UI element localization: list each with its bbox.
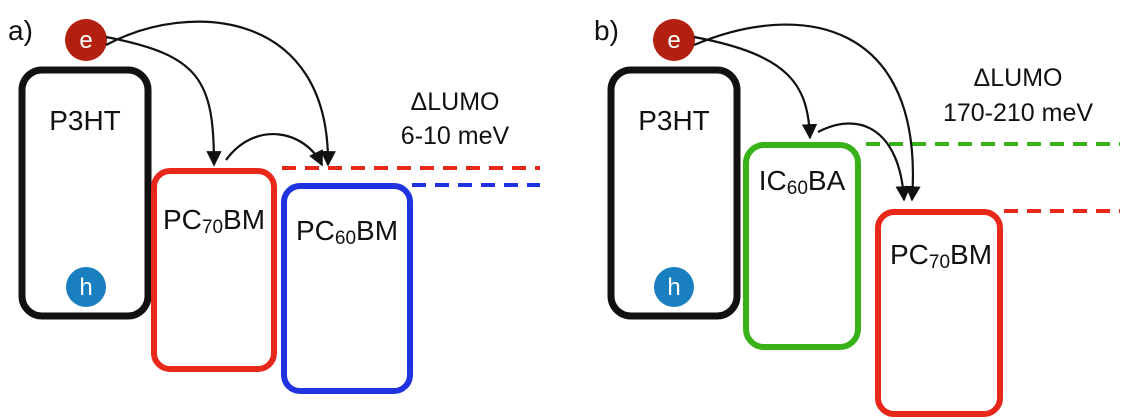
p3ht-label: P3HT [49,105,121,136]
electron-icon [653,19,695,61]
hole-label: h [667,274,680,301]
delta-lumo-value-b: 170-210 meV [943,99,1093,127]
hole-label: h [79,274,92,301]
ic60ba-box [743,142,861,350]
panel-a-label: a) [8,15,33,46]
pc70bm-box [151,168,277,372]
p3ht-box [607,66,741,320]
panel-b-label: b) [594,15,619,46]
arrow-e-to-pc60bm [105,20,336,167]
electron-label: e [79,27,92,54]
p3ht-box [18,66,152,320]
pc60bm-label: PC60BM [296,215,398,249]
electron-icon [65,19,107,61]
electron-label: e [667,27,680,54]
pc70bm-box [875,209,1003,417]
ic60ba-label: IC60BA [759,165,846,199]
hole-icon [654,267,694,307]
arrow-ic60ba-to-pc70bm [817,122,911,202]
arrow-pc70bm-to-pc60bm [225,133,323,167]
arrow-e-to-pc70bm [693,23,921,202]
delta-lumo-value-a: 6-10 meV [401,122,510,150]
p3ht-label: P3HT [638,105,710,136]
delta-lumo-title-a: ΔLUMO [411,88,500,116]
pc60bm-box [281,183,413,394]
panel-b: b) P3HT e h IC60BA PC70BM ΔLUMO 170-210 … [594,15,1120,417]
arrow-e-to-pc70bm [105,35,222,167]
panel-a: a) P3HT e h PC70BM PC60BM ΔLUMO 6-10 meV [8,15,540,394]
hole-icon [66,267,106,307]
delta-lumo-title-b: ΔLUMO [974,64,1063,92]
pc70bm-label: PC70BM [163,204,265,238]
arrow-e-to-ic60ba [693,35,818,140]
pc70bm-label: PC70BM [890,239,992,273]
